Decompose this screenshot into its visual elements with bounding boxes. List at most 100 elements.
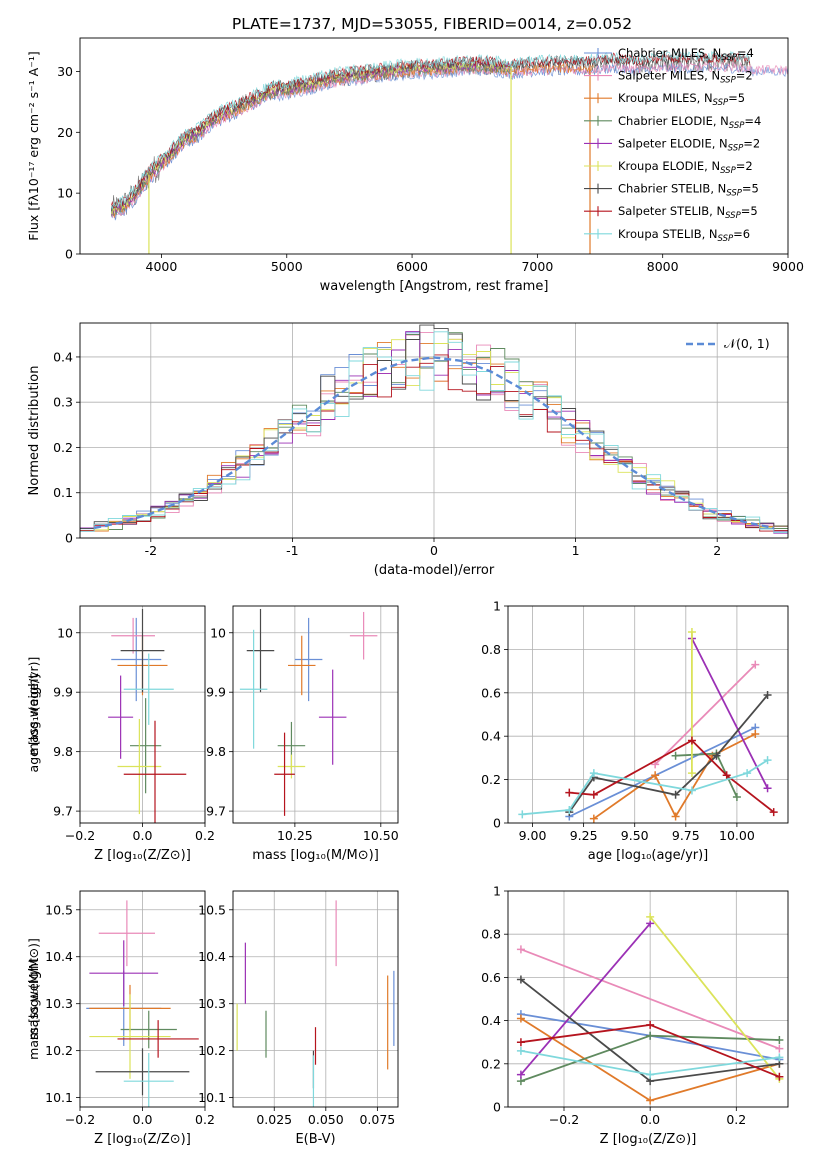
legend-label-text: Chabrier ELODIE, N [618, 114, 729, 128]
weight-vs-age-series-line [691, 638, 769, 789]
mass-vs-Z-point-6 [95, 1048, 190, 1096]
weight-vs-Z-marker [646, 912, 655, 921]
weight-vs-age-xtick-label: 9.25 [570, 828, 598, 843]
age-vs-mass-point-4 [318, 669, 347, 765]
age-vs-mass-ytick-label: 9.8 [206, 744, 226, 759]
weight-vs-age-ytick-label: 0.8 [481, 642, 501, 657]
weight-vs-Z-panel: −0.2 0.0 0.2 0 0.2 0.4 0.6 0.8 1 Z [log₁₀(Z/Z⊙)] m… [27, 884, 789, 1147]
age-vs-Z-xtick-label: 0.2 [195, 828, 215, 843]
weight-vs-Z-series-line [649, 916, 781, 1080]
weight-vs-Z-marker [516, 1046, 525, 1055]
age-vs-Z-point-0 [111, 617, 162, 702]
spectrum-xtick-label: 7000 [521, 259, 553, 274]
weight-vs-Z-marker [646, 1070, 655, 1079]
age-vs-mass-ytick-label: 10 [210, 625, 226, 640]
legend-label-text: Salpeter STELIB, N [618, 204, 725, 218]
legend-label-suffix: =2 [736, 69, 753, 83]
spectrum-frame [79, 37, 789, 255]
legend-label-text: Kroupa ELODIE, N [618, 159, 720, 173]
legend-label-suffix: =2 [743, 136, 760, 150]
residuals-panel: -2 -1 0 1 2 0 0.1 0.2 0.3 0.4 (data-model)/error No… [27, 322, 789, 578]
weight-vs-age-marker [712, 751, 721, 760]
weight-vs-Z-xlabel: Z [log₁₀(Z/Z⊙)] [600, 1132, 697, 1147]
mass-vs-ebv-ytick-label: 10.1 [198, 1090, 226, 1105]
legend-label-sub: SSP [713, 98, 729, 108]
age-vs-Z-xtick-label: 0.0 [133, 828, 153, 843]
weight-vs-age-marker [763, 784, 772, 793]
weight-vs-age-marker [589, 814, 598, 823]
weight-vs-age-ylabel: mass weight [27, 673, 42, 755]
spectrum-xtick-label: 4000 [146, 259, 178, 274]
legend-label-text: Kroupa MILES, N [618, 91, 713, 105]
age-vs-mass-point-1 [349, 611, 378, 660]
legend-label: Chabrier MILES, NSSP=4 [618, 46, 754, 63]
spectrum-marks [110, 50, 788, 254]
weight-vs-age-series-line [568, 726, 756, 818]
weight-vs-age-marker [687, 786, 696, 795]
spectrum-ytick-label: 0 [65, 247, 73, 262]
weight-vs-age-marker [671, 812, 680, 821]
legend-label-text: Salpeter ELODIE, N [618, 136, 728, 150]
mass-vs-ebv-ytick-label: 10.2 [198, 1043, 226, 1058]
age-vs-Z-ytick-label: 9.9 [53, 685, 73, 700]
mass-vs-Z-point-7 [117, 1020, 199, 1058]
residuals-marks [80, 324, 788, 538]
weight-vs-age-marker [687, 769, 696, 778]
mass-vs-Z-axes: −0.2 0.0 0.2 10.1 10.2 10.3 10.4 10.5 Z [log₁₀(Z… [26, 890, 215, 1147]
mass-vs-Z-panel: −0.2 0.0 0.2 10.1 10.2 10.3 10.4 10.5 Z [log₁₀(Z… [26, 890, 215, 1147]
weight-vs-age-axes: 9.00 9.25 9.50 9.75 10.00 0 0.2 0.4 0.6 0.8 1 age [… [27, 599, 789, 863]
weight-vs-age-marker [651, 771, 660, 780]
weight-vs-age-marker [687, 628, 696, 637]
weight-vs-Z-frame [507, 890, 789, 1108]
residuals-xtick-label: -1 [286, 543, 298, 558]
legend-label-suffix: =4 [737, 46, 754, 60]
weight-vs-age-marker [518, 810, 527, 819]
mass-vs-Z-ytick-label: 10.5 [45, 902, 73, 917]
weight-vs-age-series-line [522, 759, 769, 816]
weight-vs-Z-ylabel: mass weight [27, 958, 42, 1040]
age-vs-Z-point-4 [108, 675, 134, 759]
legend-label-suffix: =5 [742, 182, 759, 196]
weight-vs-age-series-5 [687, 628, 696, 778]
weight-vs-age-marker [671, 790, 680, 799]
weight-vs-age-ytick-label: 0.2 [481, 772, 501, 787]
weight-vs-Z-axes: −0.2 0.0 0.2 0 0.2 0.4 0.6 0.8 1 Z [log₁₀(Z/Z⊙)] m… [27, 884, 789, 1147]
weight-vs-age-marker [763, 690, 772, 699]
weight-vs-age-xlabel: age [log₁₀(age/yr)] [588, 848, 709, 863]
mass-vs-ebv-ytick-label: 10.3 [198, 996, 226, 1011]
mass-vs-ebv-xlabel: E(B-V) [295, 1132, 335, 1147]
mass-vs-Z-xlabel: Z [log₁₀(Z/Z⊙)] [94, 1132, 191, 1147]
weight-vs-age-ytick-label: 1 [493, 599, 501, 614]
spectrum-ytick-label: 10 [57, 186, 73, 201]
spectrum-panel: 4000 5000 6000 7000 8000 9000 0 10 20 30 wavelengt… [26, 37, 804, 294]
age-vs-mass-ytick-label: 9.9 [206, 685, 226, 700]
weight-vs-Z-ytick-label: 0.6 [481, 970, 501, 985]
mass-vs-Z-xtick-label: 0.2 [195, 1112, 215, 1127]
residuals-xlabel: (data-model)/error [374, 563, 495, 578]
mass-vs-ebv-ytick-label: 10.4 [198, 949, 226, 964]
residuals-ytick-label: 0.4 [53, 349, 73, 364]
weight-vs-Z-xtick-label: 0.0 [640, 1112, 660, 1127]
weight-vs-age-marker [722, 771, 731, 780]
weight-vs-Z-ytick-label: 0 [493, 1100, 501, 1115]
figure-title: PLATE=1737, MJD=53055, FIBERID=0014, z=0… [232, 15, 632, 33]
weight-vs-Z-ytick-label: 0.4 [481, 1013, 501, 1028]
weight-vs-Z-ytick-label: 1 [493, 884, 501, 899]
mass-vs-Z-ytick-label: 10.1 [45, 1090, 73, 1105]
age-vs-Z-point-3 [130, 698, 162, 794]
weight-vs-Z-series-line [520, 922, 651, 1076]
age-vs-Z-ytick-label: 9.7 [53, 804, 73, 819]
weight-vs-Z-marker [775, 1053, 784, 1062]
weight-vs-Z-xtick-label: −0.2 [549, 1112, 579, 1127]
weight-vs-age-ytick-label: 0.4 [481, 729, 501, 744]
weight-vs-age-marker [565, 788, 574, 797]
spectrum-ylabel: Flux [fλ10⁻¹⁷ erg cm⁻² s⁻¹ A⁻¹] [26, 51, 41, 240]
weight-vs-Z-marker [775, 1036, 784, 1045]
legend-label-sub: SSP [726, 189, 742, 199]
residuals-xtick-label: 1 [572, 543, 580, 558]
weight-vs-age-panel: 9.00 9.25 9.50 9.75 10.00 0 0.2 0.4 0.6 0.8 1 age [… [27, 599, 789, 863]
legend-label-sub: SSP [718, 234, 734, 244]
weight-vs-Z-ytick-label: 0.8 [481, 927, 501, 942]
normal-legend-label: 𝒩(0, 1) [724, 336, 770, 351]
